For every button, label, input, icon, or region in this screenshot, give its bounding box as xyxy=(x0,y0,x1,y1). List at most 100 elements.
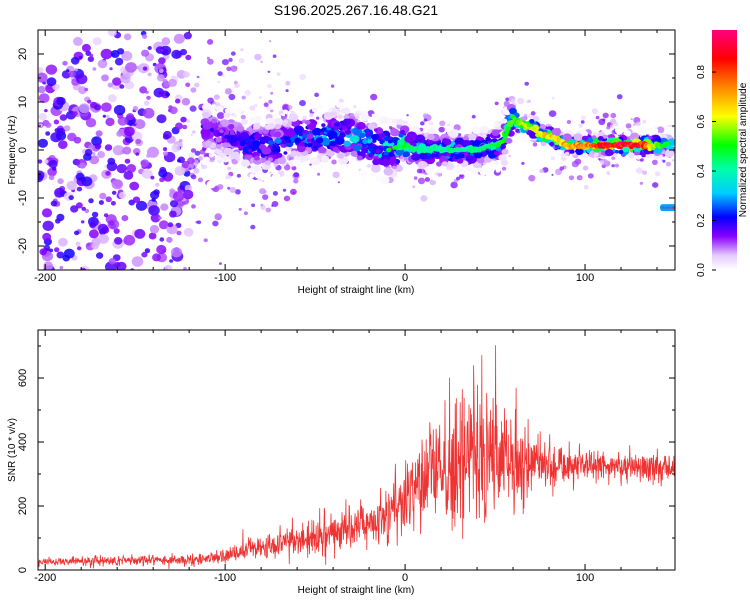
heatmap-cell xyxy=(107,82,114,88)
heatmap-cell xyxy=(285,129,296,138)
spectrogram-y-tick-label: 10 xyxy=(17,96,29,108)
heatmap-cell xyxy=(114,261,121,268)
heatmap-cell xyxy=(160,271,169,279)
heatmap-cell xyxy=(105,171,111,176)
heatmap-cell xyxy=(165,92,171,97)
heatmap-cell xyxy=(635,121,641,126)
spectrogram-y-tick-label: -10 xyxy=(17,190,29,206)
heatmap-cell xyxy=(416,168,423,174)
heatmap-cell xyxy=(70,56,80,65)
heatmap-cell xyxy=(400,129,406,134)
heatmap-cell xyxy=(145,21,153,28)
heatmap-cell xyxy=(123,126,135,137)
heatmap-cell xyxy=(606,125,611,130)
heatmap-cell xyxy=(150,190,160,200)
heatmap-cell xyxy=(89,222,96,229)
heatmap-cell xyxy=(42,232,52,242)
heatmap-cell xyxy=(465,155,474,162)
heatmap-cell xyxy=(62,302,74,313)
heatmap-cell xyxy=(379,132,386,138)
heatmap-cell xyxy=(215,137,222,143)
heatmap-cell xyxy=(58,303,67,311)
heatmap-cell xyxy=(243,211,248,216)
heatmap-cell xyxy=(106,114,110,119)
heatmap-cell xyxy=(381,158,391,166)
heatmap-cell xyxy=(224,134,230,139)
heatmap-cell xyxy=(83,435,92,443)
heatmap-cell xyxy=(470,166,480,174)
heatmap-cell xyxy=(571,160,579,168)
heatmap-cell xyxy=(120,73,131,84)
heatmap-cell xyxy=(68,195,74,201)
heatmap-cell xyxy=(111,429,115,433)
heatmap-cell xyxy=(197,177,204,183)
heatmap-cell xyxy=(179,345,190,355)
heatmap-cell xyxy=(236,125,245,132)
heatmap-cell xyxy=(501,148,509,155)
heatmap-cell xyxy=(566,120,572,124)
heatmap-cell xyxy=(57,308,68,318)
heatmap-cell xyxy=(170,247,183,258)
heatmap-cell xyxy=(119,310,125,315)
heatmap-cell xyxy=(46,77,57,86)
heatmap-cell xyxy=(221,59,229,66)
heatmap-cell xyxy=(101,74,109,82)
heatmap-cell xyxy=(140,159,150,168)
heatmap-cell xyxy=(88,198,94,204)
heatmap-cell xyxy=(236,173,241,178)
heatmap-cell xyxy=(150,213,161,223)
heatmap-cell xyxy=(91,211,99,218)
heatmap-cell xyxy=(55,218,61,224)
heatmap-cell xyxy=(126,164,137,173)
heatmap-cell xyxy=(198,156,204,161)
heatmap-cell xyxy=(92,67,97,71)
heatmap-cell xyxy=(164,264,173,270)
heatmap-cell xyxy=(275,148,281,153)
heatmap-cell xyxy=(132,196,141,203)
heatmap-cell xyxy=(105,117,115,127)
heatmap-cell xyxy=(183,32,192,40)
heatmap-cell xyxy=(148,415,152,419)
heatmap-cell xyxy=(162,151,168,156)
heatmap-cell xyxy=(169,106,178,115)
heatmap-cell xyxy=(78,86,87,95)
heatmap-cell xyxy=(76,186,83,192)
heatmap-cell xyxy=(253,103,258,108)
heatmap-cell xyxy=(417,160,428,170)
heatmap-cell xyxy=(272,191,278,196)
heatmap-cell xyxy=(282,103,290,111)
heatmap-cell xyxy=(601,164,606,169)
heatmap-cell xyxy=(611,164,615,168)
heatmap-cell xyxy=(163,130,172,139)
heatmap-cell xyxy=(283,195,291,202)
heatmap-cell xyxy=(372,139,377,143)
heatmap-cell xyxy=(48,305,53,310)
heatmap-cell xyxy=(648,126,659,135)
heatmap-cell xyxy=(529,119,535,124)
heatmap-cell xyxy=(156,114,167,124)
heatmap-cell xyxy=(485,136,491,142)
heatmap-cell xyxy=(98,200,104,205)
heatmap-cell xyxy=(388,140,392,144)
heatmap-cell xyxy=(140,410,146,416)
heatmap-cell xyxy=(88,144,94,150)
heatmap-cell xyxy=(86,299,95,307)
spectrogram-y-tick-label: 20 xyxy=(17,48,29,60)
heatmap-cell xyxy=(609,124,615,129)
heatmap-cell xyxy=(290,150,298,157)
heatmap-cell xyxy=(175,122,183,130)
heatmap-cell xyxy=(271,204,274,207)
heatmap-cell xyxy=(334,136,345,145)
heatmap-cell xyxy=(167,222,174,228)
heatmap-cell xyxy=(456,158,464,164)
heatmap-cell xyxy=(41,208,53,218)
heatmap-cell xyxy=(259,188,266,195)
heatmap-cell xyxy=(382,142,389,147)
heatmap-cell xyxy=(296,144,306,153)
heatmap-cell xyxy=(364,130,371,136)
heatmap-cell xyxy=(488,152,496,159)
heatmap-cell xyxy=(190,174,197,180)
heatmap-cell xyxy=(361,147,368,154)
heatmap-cell xyxy=(540,141,547,147)
spectrogram-y-label: Frequency (Hz) xyxy=(7,116,18,185)
